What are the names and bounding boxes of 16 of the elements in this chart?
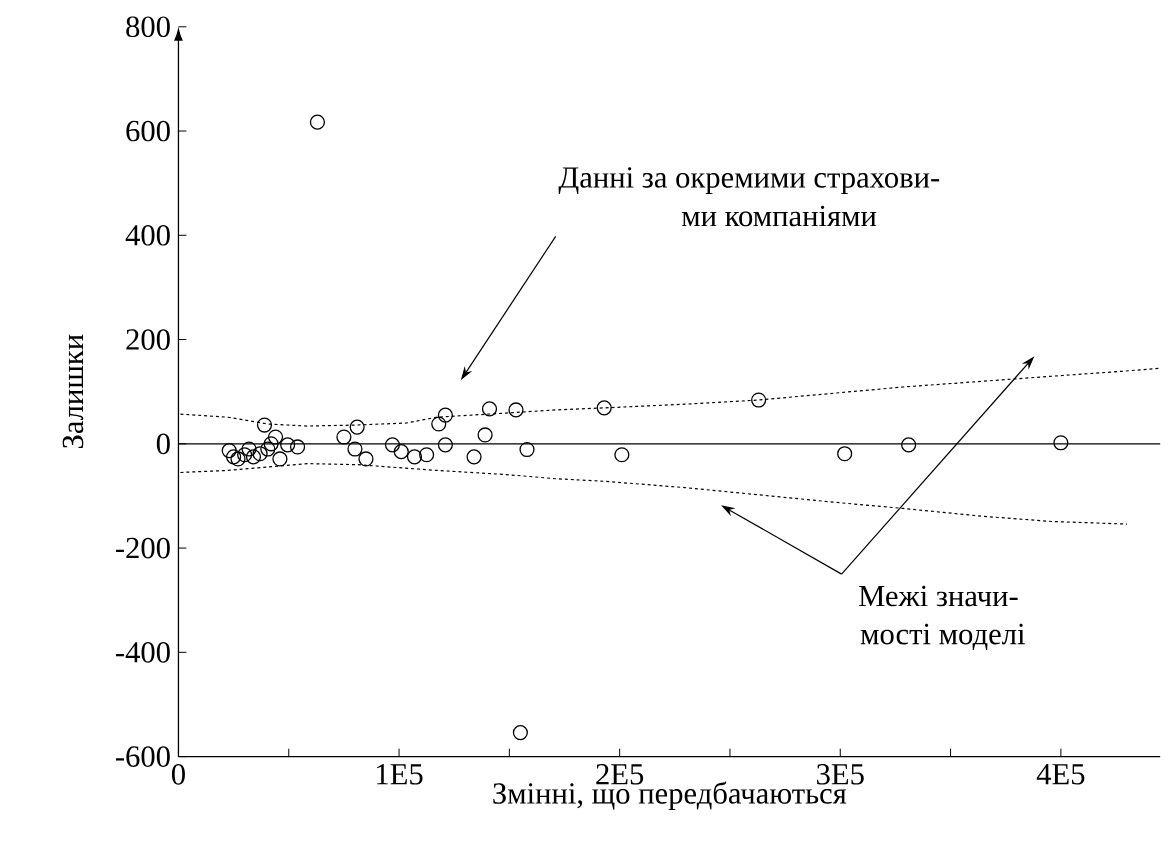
- y-tick-label: 0: [156, 433, 170, 455]
- y-tick-label: -200: [115, 537, 170, 559]
- annotation: Межі значи-: [858, 585, 1018, 607]
- y-tick-label: 400: [125, 225, 170, 246]
- x-tick-label: 1E5: [377, 764, 423, 785]
- x-tick-label: 0: [171, 764, 185, 785]
- annotation: ми компаніями: [681, 205, 877, 227]
- y-tick-label: -600: [115, 746, 170, 768]
- y-tick-label: 800: [126, 16, 170, 38]
- y-tick-label: -400: [115, 642, 170, 663]
- y-tick-label: 200: [126, 329, 170, 350]
- annotation: Данні за окремими страхови-: [558, 167, 940, 195]
- y-tick-label: 600: [126, 120, 170, 142]
- annotation: мості моделі: [860, 623, 1025, 651]
- x-tick-label: 4E5: [1036, 764, 1085, 785]
- y-axis-title: Залишки: [62, 334, 84, 449]
